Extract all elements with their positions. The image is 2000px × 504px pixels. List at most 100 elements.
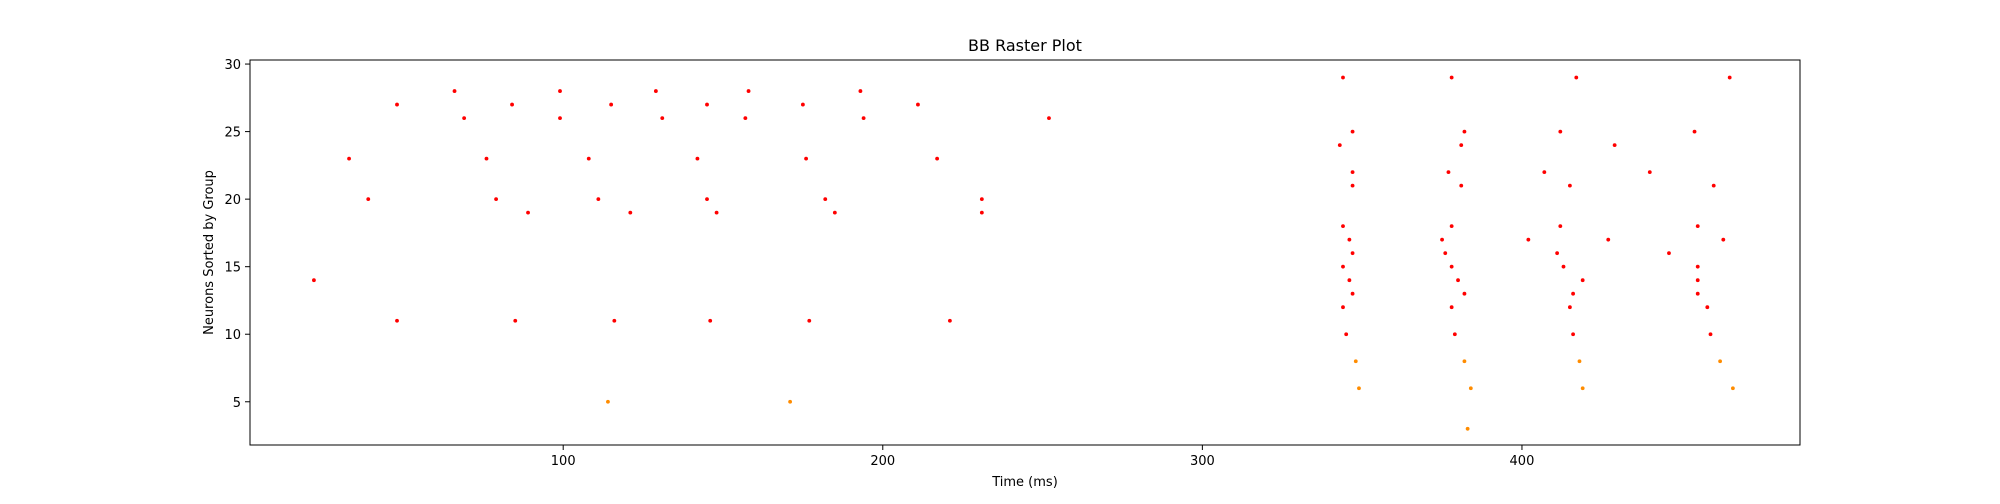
spike-point (526, 210, 530, 215)
spike-point (858, 89, 863, 93)
x-axis-ticks: 100 200 300 400 (551, 445, 1534, 469)
spike-point (395, 102, 399, 107)
spike-point (1558, 129, 1563, 134)
spike-point (606, 399, 610, 404)
spike-point (1341, 75, 1345, 80)
spike-point (705, 197, 709, 202)
spike-point (1580, 386, 1585, 391)
spike-point (1730, 386, 1735, 391)
spike-point (1347, 278, 1352, 283)
spike-point (1350, 129, 1355, 134)
spike-point (1574, 75, 1579, 80)
spike-point (558, 89, 562, 93)
spike-point (935, 156, 940, 161)
spike-point (510, 102, 514, 107)
spike-point (1606, 237, 1611, 242)
spike-point (1459, 183, 1464, 188)
spike-point (1526, 237, 1531, 242)
spike-point (1449, 224, 1454, 229)
spike-point (743, 116, 748, 120)
spike-point (1347, 237, 1352, 242)
spike-point (452, 89, 457, 93)
spike-point (484, 156, 489, 161)
spike-point (947, 318, 952, 323)
spike-point (695, 156, 700, 161)
y-axis-ticks: 5 10 15 20 25 30 (224, 58, 250, 411)
spike-point (1542, 170, 1547, 175)
spike-point (979, 210, 984, 215)
spike-point (807, 318, 812, 323)
spike-point (513, 318, 518, 323)
spike-point (1350, 183, 1355, 188)
x-tick-label: 100 (551, 454, 576, 469)
spike-point (366, 197, 371, 202)
spike-point (1561, 264, 1566, 269)
spike-point (1350, 291, 1355, 296)
spike-point (1468, 386, 1473, 391)
spike-point (1567, 305, 1572, 310)
spike-point (1667, 251, 1671, 256)
spike-point (1462, 291, 1467, 296)
spike-point (494, 197, 498, 202)
spike-point (1711, 183, 1716, 188)
spike-point (1567, 183, 1572, 188)
spike-point (1695, 291, 1700, 296)
spike-point (916, 102, 920, 107)
spike-point (1612, 143, 1617, 148)
y-tick-label: 15 (224, 261, 241, 276)
spike-point (628, 210, 633, 215)
spike-point (1571, 291, 1575, 296)
spike-point (1353, 359, 1358, 364)
spike-point (1692, 129, 1697, 134)
spike-point (1452, 332, 1457, 337)
spike-point (1577, 359, 1582, 364)
y-tick-label: 30 (224, 58, 241, 73)
spike-point (1555, 251, 1560, 256)
spike-point (1695, 278, 1700, 283)
spike-point (395, 318, 399, 323)
x-tick-label: 300 (1190, 454, 1215, 469)
y-tick-label: 20 (224, 193, 241, 208)
spike-point (462, 116, 467, 120)
spike-point (1344, 332, 1349, 337)
y-axis-label: Neurons Sorted by Group (202, 170, 217, 335)
spike-point (1571, 332, 1575, 337)
spike-point (1462, 129, 1467, 134)
spike-point (609, 102, 614, 107)
spike-point (1357, 386, 1361, 391)
spike-point (1350, 251, 1355, 256)
spike-point (804, 156, 808, 161)
spike-point (746, 89, 751, 93)
spike-point (1705, 305, 1710, 310)
spike-point (1446, 170, 1451, 175)
spike-point (653, 89, 658, 93)
spike-point (705, 102, 709, 107)
spike-point (612, 318, 617, 323)
x-axis-label: Time (ms) (991, 475, 1058, 490)
spike-point (1449, 264, 1454, 269)
spike-point (1718, 359, 1723, 364)
spike-point (788, 399, 793, 404)
spike-point (1647, 170, 1652, 175)
spike-point (861, 116, 866, 120)
spike-point (1727, 75, 1732, 80)
spike-point (1465, 426, 1470, 431)
y-tick-label: 10 (224, 328, 241, 343)
spike-point (1695, 224, 1700, 229)
spike-point (596, 197, 601, 202)
spike-point (558, 116, 562, 120)
x-tick-label: 200 (870, 454, 895, 469)
spike-point (1449, 75, 1454, 80)
spike-point (1721, 237, 1726, 242)
spike-point (1558, 224, 1563, 229)
spike-point (714, 210, 719, 215)
spike-point (832, 210, 837, 215)
spike-point (1449, 305, 1454, 310)
spike-point (1443, 251, 1448, 256)
spike-point (1462, 359, 1467, 364)
spike-point (347, 156, 351, 161)
y-tick-label: 5 (233, 396, 241, 411)
spike-point (1440, 237, 1444, 242)
